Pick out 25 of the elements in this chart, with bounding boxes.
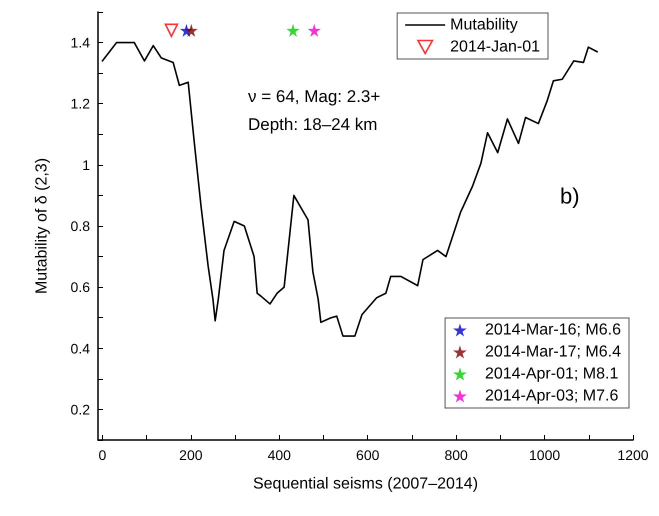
annotation: ν = 64, Mag: 2.3+: [248, 87, 380, 106]
x-tick-label: 1000: [528, 447, 560, 463]
legend-label: 2014-Apr-03; M7.6: [484, 388, 618, 404]
legend-label: 2014-Jan-01: [450, 38, 540, 56]
x-axis-title: Sequential seisms (2007–2014): [252, 476, 478, 492]
x-tick-label: 400: [268, 447, 292, 463]
y-tick-label: 0.2: [70, 401, 90, 418]
x-tick-label: 800: [444, 447, 468, 463]
y-tick-label: 1.2: [70, 96, 90, 112]
x-tick-label: 1200: [617, 447, 649, 463]
y-tick-label: 1: [82, 156, 90, 173]
legend-label: 2014-Mar-16; M6.6: [484, 322, 622, 338]
legend-label: Mutability: [450, 16, 518, 34]
annotation: b): [560, 184, 580, 208]
legend-label: 2014-Apr-01; M8.1: [484, 366, 618, 382]
y-tick-label: 0.8: [70, 218, 90, 234]
y-tick-label: 0.4: [70, 340, 90, 356]
x-tick-label: 200: [179, 447, 203, 463]
x-tick-label: 600: [356, 447, 380, 463]
y-tick-label: 1.4: [70, 34, 90, 51]
x-tick-label: 0: [98, 447, 107, 463]
annotation: Depth: 18–24 km: [248, 115, 378, 134]
legend-label: 2014-Mar-17; M6.4: [484, 344, 622, 360]
y-tick-label: 0.6: [70, 279, 90, 296]
y-axis-title: Mutability of δ (2,3): [34, 158, 50, 294]
